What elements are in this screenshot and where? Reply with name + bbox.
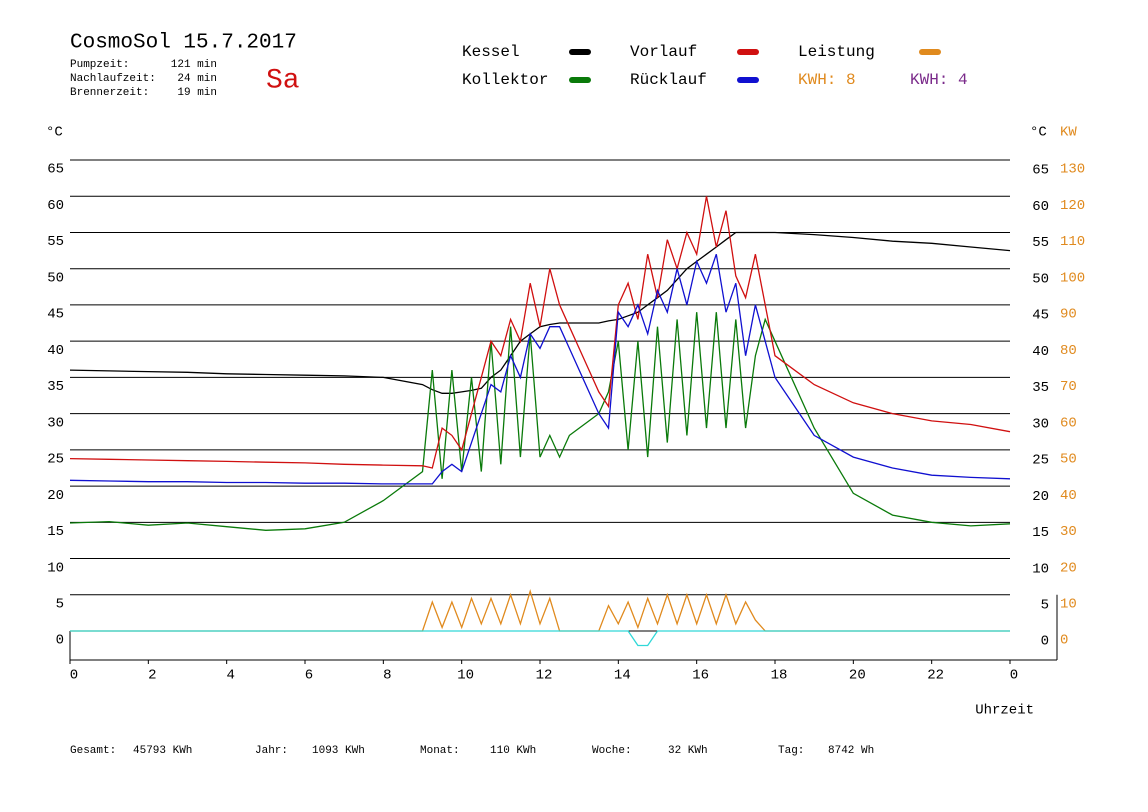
y-tick-label: 50 xyxy=(47,270,64,286)
y2-unit: KW xyxy=(1060,125,1077,141)
stat-value: 24 min xyxy=(177,73,217,85)
x-tick-label: 0 xyxy=(70,668,78,684)
kwh-label: KWH: 8 xyxy=(798,71,856,89)
footer-label: Jahr: xyxy=(255,745,288,757)
stat-label: Nachlaufzeit: xyxy=(70,73,156,85)
y-tick-label-right: 40 xyxy=(1032,344,1049,360)
y-tick-label: 40 xyxy=(47,343,64,359)
y-tick-label: 45 xyxy=(47,307,64,323)
y2-tick-label: 50 xyxy=(1060,452,1077,468)
x-tick-label: 14 xyxy=(614,668,631,684)
stat-label: Brennerzeit: xyxy=(70,87,149,99)
x-tick-label: 20 xyxy=(849,668,866,684)
footer-value: 110 KWh xyxy=(490,745,536,757)
y-tick-label: 30 xyxy=(47,415,64,431)
y-tick-label-right: 15 xyxy=(1032,525,1049,541)
y-tick-label: 65 xyxy=(47,162,64,178)
chart-title: CosmoSol 15.7.2017 xyxy=(70,32,297,55)
y-tick-label-right: 25 xyxy=(1032,453,1049,469)
legend-label: Kessel xyxy=(462,43,520,61)
y2-tick-label: 20 xyxy=(1060,560,1077,576)
y2-tick-label: 70 xyxy=(1060,379,1077,395)
y-tick-label: 35 xyxy=(47,379,64,395)
y-tick-label-right: 55 xyxy=(1032,235,1049,251)
legend-label: Vorlauf xyxy=(630,43,697,61)
y-tick-label: 55 xyxy=(47,234,64,250)
y2-tick-label: 80 xyxy=(1060,343,1077,359)
footer-value: 45793 KWh xyxy=(133,745,192,757)
x-tick-label: 16 xyxy=(692,668,709,684)
y2-tick-label: 10 xyxy=(1060,596,1077,612)
footer-label: Woche: xyxy=(592,745,632,757)
y-tick-label: 5 xyxy=(56,596,64,612)
y-unit-right: °C xyxy=(1030,125,1047,141)
stat-value: 19 min xyxy=(177,87,217,99)
y-tick-label-right: 0 xyxy=(1041,634,1049,650)
x-tick-label: 8 xyxy=(383,668,391,684)
y-tick-label: 15 xyxy=(47,524,64,540)
y-tick-label-right: 65 xyxy=(1032,163,1049,179)
y2-tick-label: 100 xyxy=(1060,270,1085,286)
y2-tick-label: 30 xyxy=(1060,524,1077,540)
y-unit-left: °C xyxy=(46,125,63,141)
y-tick-label-right: 10 xyxy=(1032,561,1049,577)
y2-tick-label: 130 xyxy=(1060,162,1085,178)
stat-value: 121 min xyxy=(171,59,217,71)
footer-label: Gesamt: xyxy=(70,745,116,757)
y-tick-label-right: 5 xyxy=(1041,597,1049,613)
y-tick-label-right: 30 xyxy=(1032,416,1049,432)
y-tick-label: 60 xyxy=(47,198,64,214)
footer-value: 8742 Wh xyxy=(828,745,874,757)
weekday: Sa xyxy=(266,65,300,96)
y-tick-label: 0 xyxy=(56,633,64,649)
x-tick-label: 10 xyxy=(457,668,474,684)
legend-label: Kollektor xyxy=(462,71,548,89)
footer-label: Monat: xyxy=(420,745,460,757)
kwh-label: KWH: 4 xyxy=(910,71,968,89)
legend-label: Rücklauf xyxy=(630,71,707,89)
x-tick-label: 0 xyxy=(1010,668,1018,684)
x-tick-label: 6 xyxy=(305,668,313,684)
series-line xyxy=(70,630,1010,647)
x-tick-label: 12 xyxy=(536,668,553,684)
y-tick-label: 20 xyxy=(47,488,64,504)
y2-tick-label: 0 xyxy=(1060,633,1068,649)
stat-label: Pumpzeit: xyxy=(70,59,129,71)
y2-tick-label: 40 xyxy=(1060,488,1077,504)
y-tick-label-right: 60 xyxy=(1032,199,1049,215)
footer-value: 32 KWh xyxy=(668,745,708,757)
y2-tick-label: 90 xyxy=(1060,307,1077,323)
series-line xyxy=(69,312,1011,531)
footer-label: Tag: xyxy=(778,745,804,757)
y-tick-label: 25 xyxy=(47,452,64,468)
y-tick-label-right: 20 xyxy=(1032,489,1049,505)
y2-tick-label: 120 xyxy=(1060,198,1085,214)
footer-value: 1093 KWh xyxy=(312,745,365,757)
y2-tick-label: 110 xyxy=(1060,234,1085,250)
series-line xyxy=(69,196,1011,469)
x-tick-label: 22 xyxy=(927,668,944,684)
series-line xyxy=(69,253,1011,485)
x-tick-label: 2 xyxy=(148,668,156,684)
legend-label: Leistung xyxy=(798,43,875,61)
y-tick-label-right: 35 xyxy=(1032,380,1049,396)
y-tick-label-right: 45 xyxy=(1032,308,1049,324)
series-line xyxy=(69,231,1011,394)
x-axis-label: Uhrzeit xyxy=(975,703,1034,719)
x-tick-label: 4 xyxy=(226,668,234,684)
y2-tick-label: 60 xyxy=(1060,415,1077,431)
y-tick-label-right: 50 xyxy=(1032,271,1049,287)
x-tick-label: 18 xyxy=(771,668,788,684)
y-tick-label: 10 xyxy=(47,560,64,576)
